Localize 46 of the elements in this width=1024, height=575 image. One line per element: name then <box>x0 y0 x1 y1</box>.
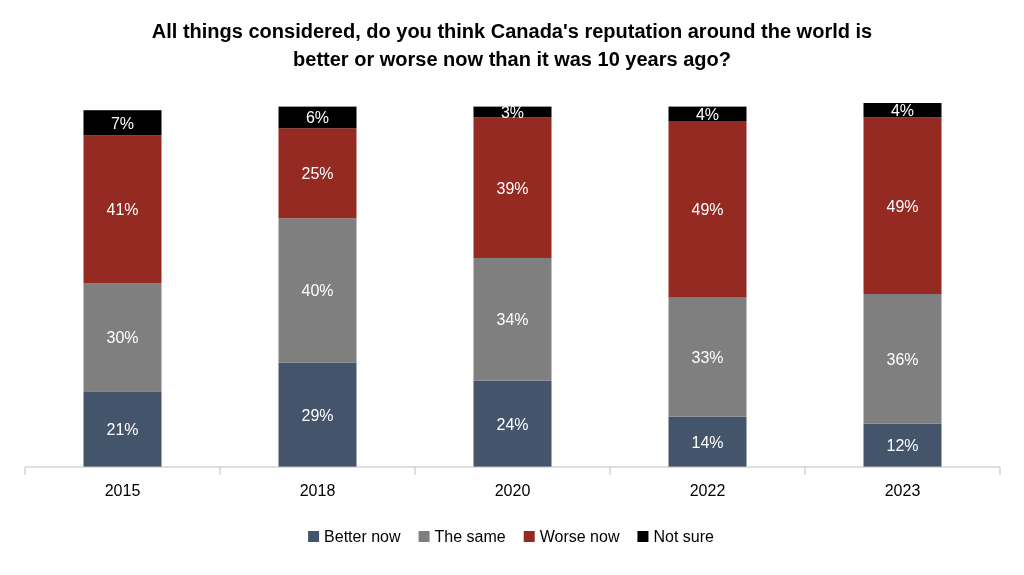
bar <box>83 110 162 136</box>
data-label: 29% <box>301 406 334 424</box>
data-label: 25% <box>301 165 334 183</box>
data-label: 14% <box>691 433 724 451</box>
bar <box>863 117 942 295</box>
data-label: 21% <box>106 421 139 439</box>
bar <box>83 391 162 467</box>
bar <box>668 297 747 417</box>
data-label: 49% <box>886 197 919 215</box>
data-label: 39% <box>496 179 529 197</box>
data-label: 3% <box>500 104 525 122</box>
bar <box>863 423 942 467</box>
data-label: 6% <box>305 109 330 127</box>
data-label: 7% <box>110 114 135 132</box>
x-tick-label: 2018 <box>299 482 336 499</box>
bar <box>83 283 162 392</box>
bar <box>278 218 357 363</box>
bar <box>473 380 552 467</box>
bar <box>863 294 942 424</box>
data-label: 4% <box>695 105 720 123</box>
bar <box>668 416 747 467</box>
data-label: 40% <box>301 282 334 300</box>
bar <box>473 257 552 381</box>
data-label: 12% <box>886 437 919 455</box>
bar <box>278 362 357 467</box>
x-tick-label: 2023 <box>884 482 921 499</box>
data-label: 30% <box>106 329 139 347</box>
data-label: 33% <box>691 349 724 367</box>
chart-title: All things considered, do you think Canada's reputation around the world is better or worse now than it was 10 years ago? <box>151 20 873 70</box>
bar <box>278 128 357 219</box>
data-label: 41% <box>106 201 139 219</box>
bar <box>83 135 162 284</box>
data-label: 49% <box>691 201 724 219</box>
x-tick-label: 2022 <box>689 482 726 499</box>
x-tick-label: 2015 <box>104 482 141 499</box>
data-label: 4% <box>890 102 915 120</box>
data-label: 34% <box>496 311 529 329</box>
legend-label: The same <box>434 528 506 545</box>
data-label: 36% <box>886 350 919 368</box>
legend-label: Not sure <box>653 528 715 545</box>
data-label: 24% <box>496 415 529 433</box>
bar <box>473 117 552 258</box>
legend-label: Worse now <box>539 528 620 545</box>
legend-label: Better now <box>324 528 402 545</box>
bar <box>668 121 747 298</box>
x-tick-label: 2020 <box>494 482 531 499</box>
